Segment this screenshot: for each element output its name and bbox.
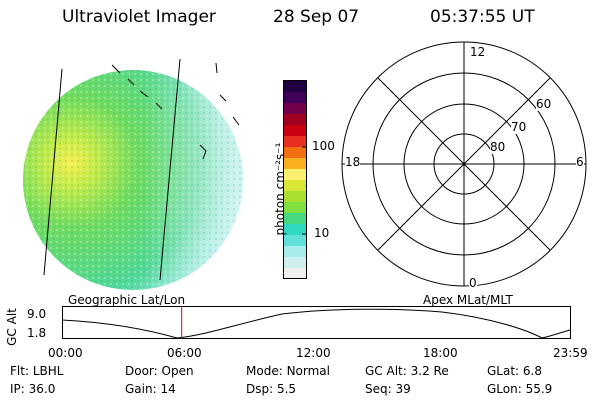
colorbar-segment — [283, 190, 307, 202]
image-caption: Geographic Lat/Lon — [68, 293, 186, 307]
colorbar-segment — [283, 256, 307, 268]
colorbar-segment — [283, 102, 307, 114]
colorbar-segment — [283, 80, 307, 92]
info-ip: IP: 36.0 — [10, 382, 56, 396]
colorbar-segment — [283, 234, 307, 246]
instrument-title: Ultraviolet Imager — [62, 7, 216, 27]
gc-alt-curve — [62, 308, 571, 339]
polar-diagonal-2 — [377, 77, 551, 251]
info-door: Door: Open — [125, 364, 194, 378]
colorbar-segment — [283, 267, 307, 279]
colorbar-label-100: 100 — [312, 139, 335, 153]
info-flt: Flt: LBHL — [10, 364, 64, 378]
uv-image-panel — [23, 58, 243, 290]
colorbar-segment — [283, 157, 307, 169]
info-seq: Seq: 39 — [365, 382, 411, 396]
longitude-line-east — [159, 58, 181, 281]
colorbar-unit-label: photon cm⁻²s⁻¹ — [273, 142, 287, 236]
mlt-label-0: 0 — [469, 276, 477, 290]
colorbar-segment — [283, 245, 307, 257]
latitude-line-dashed — [111, 64, 163, 110]
colorbar-segment — [283, 146, 307, 158]
info-glon: GLon: 55.9 — [487, 382, 553, 396]
colorbar-segment — [283, 91, 307, 103]
earth-noise-texture — [23, 70, 243, 290]
info-gc-alt: GC Alt: 3.2 Re — [365, 364, 449, 378]
mlt-label-12: 12 — [470, 45, 486, 59]
info-mode: Mode: Normal — [246, 364, 330, 378]
mlt-label-6: 6 — [576, 155, 584, 169]
time-tick-1800: 18:00 — [423, 346, 458, 360]
colorbar-segment — [283, 135, 307, 147]
mlat-label-70: 70 — [511, 120, 527, 134]
info-gain: Gain: 14 — [125, 382, 176, 396]
gc-alt-axis-label: GC Alt — [4, 308, 19, 346]
info-dsp: Dsp: 5.5 — [246, 382, 297, 396]
mlat-label-80: 80 — [490, 140, 506, 154]
time-tick-0600: 06:00 — [167, 346, 202, 360]
time-tick-1200: 12:00 — [296, 346, 331, 360]
gc-alt-tick-min: 1.8 — [27, 326, 47, 340]
mlat-label-60: 60 — [536, 97, 552, 111]
time-tick-0000: 00:00 — [48, 346, 83, 360]
observation-time: 05:37:55 UT — [430, 7, 535, 27]
info-glat: GLat: 6.8 — [487, 364, 543, 378]
polar-caption: Apex MLat/MLT — [423, 293, 513, 307]
terminator-marks — [215, 62, 240, 126]
colorbar-label-10: 10 — [314, 226, 330, 240]
colorbar-segment — [283, 168, 307, 180]
coastline-fragment — [199, 144, 207, 160]
colorbar-segment — [283, 201, 307, 213]
longitude-line-west — [43, 68, 63, 276]
colorbar-segment — [283, 212, 307, 224]
time-tick-2359: 23:59 — [553, 346, 588, 360]
colorbar — [283, 80, 307, 279]
gc-alt-strip-frame — [62, 306, 571, 339]
colorbar-segment — [283, 124, 307, 136]
polar-plot — [341, 41, 587, 287]
mlt-label-18: 18 — [345, 155, 361, 169]
gc-alt-tick-max: 9.0 — [27, 307, 47, 321]
colorbar-segment — [283, 113, 307, 125]
observation-date: 28 Sep 07 — [273, 7, 360, 27]
gc-alt-strip — [62, 306, 571, 339]
colorbar-segment — [283, 223, 307, 235]
colorbar-segment — [283, 179, 307, 191]
